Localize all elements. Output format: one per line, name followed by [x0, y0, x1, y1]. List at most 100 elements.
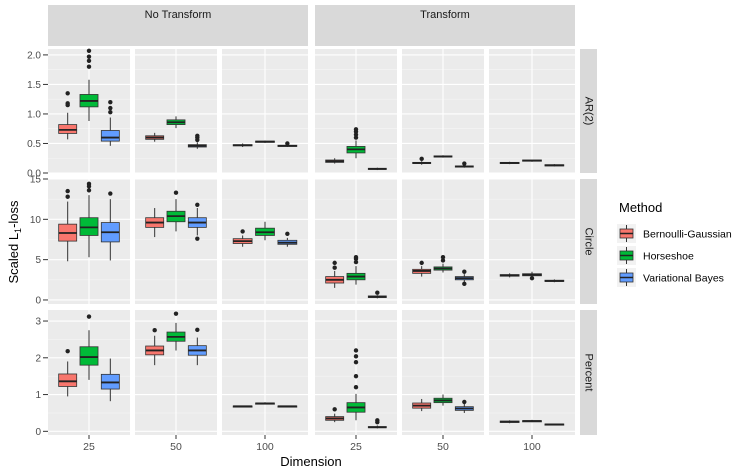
- outlier-point: [108, 99, 113, 105]
- panel: [48, 48, 130, 174]
- outlier-point: [65, 91, 70, 96]
- outlier-point: [353, 259, 359, 265]
- box: [58, 373, 78, 387]
- outlier-point: [285, 231, 290, 237]
- outlier-point: [86, 54, 92, 59]
- panel: [222, 310, 308, 435]
- outlier-point: [86, 314, 92, 319]
- y-tick-label: 3: [35, 317, 41, 328]
- outlier-point: [440, 258, 446, 263]
- outlier-point: [440, 255, 446, 260]
- outlier-point: [353, 354, 359, 359]
- column-strip: [48, 5, 308, 46]
- legend-label: Horseshoe: [643, 251, 694, 263]
- column-strip-label: No Transform: [145, 9, 212, 21]
- legend-label: Bernoulli-Gaussian: [643, 229, 732, 241]
- panel: [402, 178, 484, 304]
- outlier-point: [462, 281, 467, 287]
- outlier-point: [375, 290, 380, 295]
- y-tick-label: 1.0: [27, 109, 41, 120]
- panel: [135, 49, 217, 174]
- y-tick-label: 5: [35, 255, 41, 266]
- legend-label: Variational Bayes: [643, 273, 724, 285]
- outlier-point: [173, 190, 179, 195]
- x-axis-title: Dimension: [280, 454, 341, 469]
- y-tick-label: 0.5: [27, 139, 41, 150]
- outlier-point: [108, 191, 113, 196]
- y-tick-label: 15: [30, 175, 42, 186]
- legend-title: Method: [619, 200, 662, 215]
- outlier-point: [86, 48, 92, 53]
- legend: Method Bernoulli-Gaussian Horseshoe Variati…: [617, 200, 732, 287]
- outlier-point: [375, 418, 380, 423]
- box: [79, 346, 99, 366]
- y-axis-title: Scaled L1-loss: [6, 200, 23, 284]
- outlier-point: [462, 399, 467, 405]
- panel: [402, 310, 484, 435]
- row-strip-label: Circle: [583, 227, 595, 255]
- panel: [315, 310, 397, 435]
- row-strip: [580, 179, 597, 304]
- column-strip-label: Transform: [420, 9, 470, 21]
- outlier-point: [86, 181, 92, 187]
- x-tick-label: 100: [256, 441, 274, 453]
- outlier-point: [195, 236, 200, 241]
- y-tick-label: 2: [35, 353, 41, 364]
- box: [100, 130, 120, 142]
- y-axis-title-subscript: 1: [13, 228, 23, 233]
- outlier-point: [65, 188, 70, 194]
- panel: [315, 178, 397, 304]
- outlier-point: [108, 109, 113, 115]
- outlier-point: [173, 311, 179, 316]
- x-tick-label: 25: [350, 441, 362, 453]
- outlier-point: [152, 328, 157, 333]
- panel: [222, 178, 308, 304]
- panel: [402, 49, 484, 174]
- y-tick-label: 0.0: [27, 169, 41, 180]
- panel: [135, 310, 217, 435]
- outlier-point: [65, 194, 70, 199]
- outlier-point: [65, 348, 70, 354]
- outlier-point: [462, 269, 467, 274]
- panel: [489, 310, 575, 435]
- outlier-point: [332, 260, 337, 266]
- panel: [48, 178, 130, 304]
- outlier-point: [195, 327, 200, 333]
- outlier-point: [195, 133, 200, 138]
- outlier-point: [529, 275, 535, 281]
- y-tick-label: 0: [35, 295, 41, 306]
- outlier-point: [86, 188, 92, 193]
- x-tick-label: 50: [437, 441, 449, 453]
- outlier-point: [86, 58, 92, 64]
- outlier-point: [353, 348, 359, 353]
- panel: [135, 178, 217, 304]
- y-tick-label: 0: [35, 427, 41, 438]
- y-tick-label: 1: [35, 390, 41, 401]
- panel: [489, 49, 575, 174]
- column-strip: [315, 5, 575, 46]
- outlier-point: [332, 265, 337, 270]
- x-tick-label: 50: [170, 441, 182, 453]
- row-strip-label: Percent: [583, 354, 595, 392]
- row-strip-label: AR(2): [583, 97, 595, 126]
- y-tick-label: 10: [30, 215, 42, 226]
- panel: [315, 49, 397, 174]
- outlier-point: [419, 260, 424, 266]
- panel: [222, 49, 308, 174]
- outlier-point: [65, 101, 70, 106]
- row-strip: [580, 49, 597, 173]
- outlier-point: [419, 156, 424, 162]
- x-tick-label: 25: [83, 441, 95, 453]
- y-axis-title-tail: -loss: [6, 200, 21, 228]
- panel: [48, 310, 130, 435]
- outlier-point: [332, 407, 337, 412]
- y-tick-label: 1.5: [27, 80, 41, 91]
- outlier-point: [353, 127, 359, 132]
- outlier-point: [462, 161, 467, 166]
- outlier-point: [240, 229, 245, 234]
- outlier-point: [353, 360, 359, 365]
- outlier-point: [195, 202, 200, 208]
- outlier-point: [86, 64, 92, 69]
- outlier-point: [353, 373, 359, 379]
